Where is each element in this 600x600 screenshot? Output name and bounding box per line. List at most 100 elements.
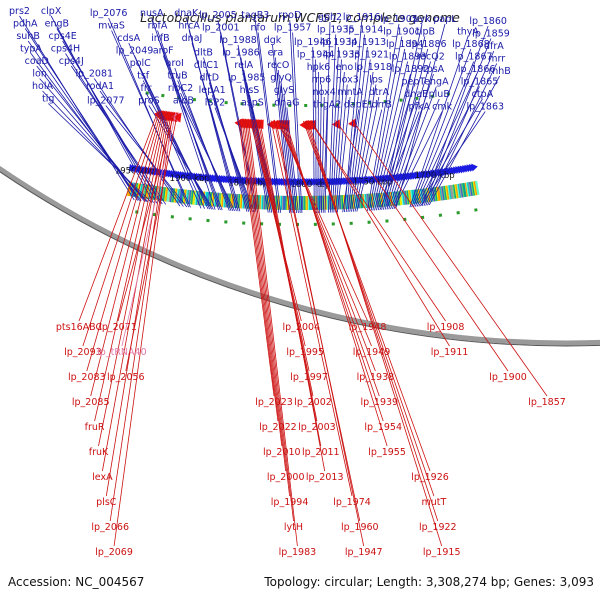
reverse-gene-label: lp_2000 — [267, 472, 305, 483]
forward-leader-line — [421, 25, 489, 207]
cog-tick — [188, 190, 193, 205]
forward-leader-line — [277, 69, 294, 214]
forward-leader-line — [289, 19, 301, 214]
forward-gene-label: lp_1860 — [469, 16, 507, 27]
forward-gene-label: nusA — [140, 8, 164, 19]
forward-gene-label: papL — [433, 14, 457, 25]
forward-gene-label: dnaE — [404, 89, 428, 100]
cog-tick — [464, 182, 470, 197]
cog-tick — [444, 185, 450, 200]
forward-leader-line — [62, 40, 161, 204]
forward-leader-line — [351, 71, 374, 212]
forward-gene-label: nox3 — [336, 75, 359, 86]
reverse-gene-label: lp_1926 — [411, 472, 449, 483]
reverse-gene-label: fruK — [89, 447, 109, 458]
reverse-leader-line — [117, 112, 175, 322]
forward-gene-label: clpX — [41, 6, 62, 17]
forward-leader-line — [372, 61, 409, 211]
forward-gene-label: tsf — [137, 71, 150, 82]
reverse-leader-line — [244, 119, 290, 497]
cog-tick — [389, 191, 393, 207]
reverse-gene-label: lp_1955 — [368, 447, 406, 458]
cog-tick — [455, 184, 460, 199]
forward-gene-label: prs2 — [9, 6, 30, 17]
reverse-leader-line — [311, 120, 450, 347]
forward-gene-label: gph2 — [318, 12, 342, 23]
forward-gene-label: rpsA — [423, 64, 445, 75]
forward-gene-label: cps4J — [59, 56, 84, 67]
cog-tick — [441, 186, 446, 201]
forward-leader-line — [321, 96, 325, 213]
forward-leader-line — [368, 36, 403, 211]
cog-tick — [435, 186, 440, 201]
forward-gene-label: lp_2077 — [87, 96, 125, 107]
reverse-leader-line — [241, 119, 283, 447]
reverse-gene-label: lp_2023 — [255, 397, 293, 408]
forward-gene-label: lp_2049 — [116, 46, 154, 57]
forward-leader-line — [381, 23, 423, 210]
forward-leader-line — [286, 107, 299, 214]
cog-tick — [469, 181, 474, 196]
forward-leader-line — [391, 98, 440, 210]
cog-tick — [182, 189, 187, 204]
forward-leader-line — [292, 32, 303, 214]
cog-tick — [163, 187, 169, 202]
forward-gene-label: ctpA — [472, 89, 494, 100]
forward-arrow — [471, 163, 478, 172]
forward-gene-label: hisS — [240, 85, 260, 96]
reverse-gene-labels: pts16ABC lp_2093 lp_2083 lp_2085 fruR fruK lex… — [56, 110, 566, 558]
forward-gene-label: ribC2 — [168, 83, 193, 94]
reverse-gene-label: lp_2010 — [263, 447, 301, 458]
reverse-gene-label: lp_1947 — [345, 547, 383, 558]
forward-gene-label: lp_1865 — [461, 77, 499, 88]
forward-leader-line — [312, 46, 315, 213]
cog-tick — [259, 195, 263, 210]
reverse-leader-line — [280, 120, 376, 372]
forward-leader-line — [331, 59, 342, 213]
forward-gene-label: glyQ — [270, 73, 292, 84]
forward-gene-label: cdsA — [117, 33, 140, 44]
forward-leader-line — [425, 50, 495, 206]
forward-gene-label: mntA — [337, 87, 363, 98]
forward-gene-label: dtrA — [369, 87, 390, 98]
reverse-gene-label: pts16ABC — [56, 322, 103, 333]
reverse-leader-line — [246, 119, 294, 522]
reverse-leader-line — [86, 110, 162, 372]
cog-tick — [260, 195, 264, 210]
forward-gene-label: dnaG — [274, 98, 299, 109]
reverse-arrow — [255, 119, 264, 130]
forward-gene-label: pyk — [413, 14, 431, 25]
forward-gene-label: aspS — [241, 98, 264, 109]
forward-gene-label: hrcA — [178, 21, 200, 32]
forward-gene-label: lp_2076 — [90, 8, 128, 19]
forward-gene-label: cps4H — [51, 44, 80, 55]
forward-leader-line — [151, 17, 216, 210]
cog-tick — [472, 181, 478, 196]
forward-gene-label: cps4E — [49, 31, 77, 42]
forward-gene-label: aroF — [153, 46, 174, 57]
forward-leader-line — [423, 38, 492, 206]
reverse-leader-line — [125, 113, 178, 372]
forward-leader-line — [347, 46, 368, 212]
cog-tick — [447, 185, 452, 200]
cog-tick — [195, 190, 200, 206]
reverse-leader-line — [90, 111, 164, 397]
forward-gene-label: lp_1944 — [297, 50, 335, 61]
forward-gene-label: tig — [42, 94, 54, 105]
cog-tick — [454, 184, 459, 199]
forward-leader-line — [367, 23, 400, 211]
forward-gene-label: lp_1957 — [274, 23, 312, 34]
forward-gene-label: lp_2005 — [199, 10, 237, 21]
forward-leader-line — [139, 67, 209, 210]
forward-gene-label: lp_1916 — [343, 12, 381, 23]
forward-gene-label: lon — [32, 69, 46, 80]
forward-leader-line — [344, 21, 363, 213]
forward-gene-label: lepA1 — [199, 85, 226, 96]
cog-tick — [473, 181, 479, 196]
forward-leader-line — [342, 109, 360, 213]
cog-tick — [439, 186, 444, 201]
forward-leader-line — [142, 80, 211, 210]
cog-tick — [457, 183, 463, 198]
cog-tick — [453, 184, 458, 199]
forward-gene-label: lp_1863 — [466, 102, 504, 113]
